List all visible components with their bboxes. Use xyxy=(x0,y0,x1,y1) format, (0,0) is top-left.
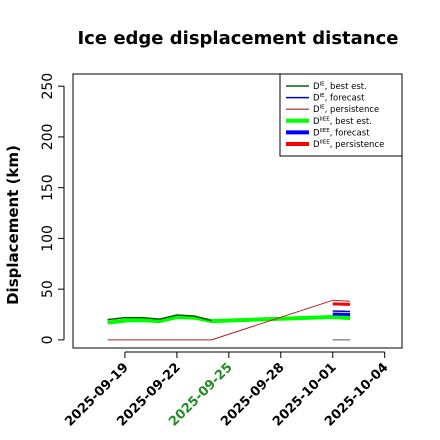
x-axis: 2025-09-192025-09-222025-09-252025-09-28… xyxy=(62,351,392,430)
series-layer xyxy=(107,299,351,341)
legend-entry: DIE, best est. xyxy=(313,82,367,93)
y-tick-label: 250 xyxy=(40,73,56,100)
y-axis: 0 50 100 150 200 250 xyxy=(40,73,65,344)
y-tick-label: 100 xyxy=(40,225,56,252)
plot-frame xyxy=(72,73,403,349)
series-line-ie_best xyxy=(107,314,212,322)
legend-entry: DIIEE, forecast xyxy=(313,128,370,139)
chart-title: Ice edge displacement distance xyxy=(77,28,398,49)
y-tick-label: 0 xyxy=(40,335,56,344)
y-axis-label: Displacement (km) xyxy=(4,145,22,305)
y-tick-label: 50 xyxy=(40,280,56,298)
y-tick-label: 200 xyxy=(40,124,56,151)
y-tick-label: 150 xyxy=(40,174,56,201)
series-line-ie_forecast xyxy=(332,310,351,313)
legend-entry: DIE, forecast xyxy=(313,93,365,104)
series-line-iiee_forecast xyxy=(332,312,351,316)
legend-entry: DIIEE, persistence xyxy=(313,140,384,151)
legend-entry: DIIEE, best est. xyxy=(313,116,372,127)
legend-entry: DIE, persistence xyxy=(313,105,379,116)
series-line-iiee_best xyxy=(107,315,351,325)
series-line-ie_persistence xyxy=(107,299,351,341)
series-line-iiee_persistence xyxy=(332,302,351,306)
